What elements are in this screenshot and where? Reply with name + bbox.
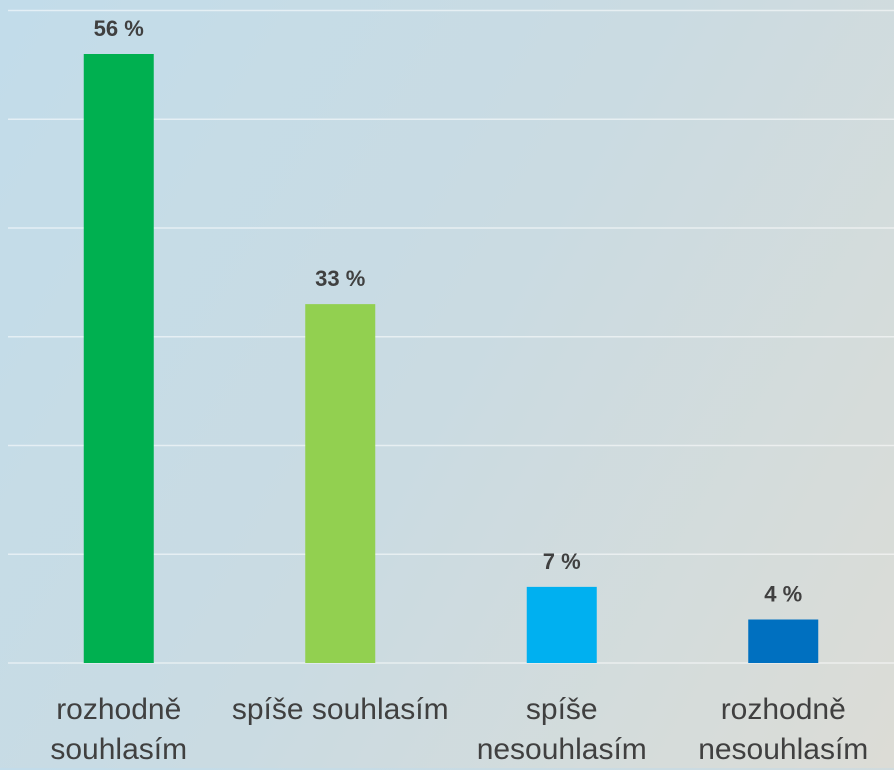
bar [305, 304, 376, 663]
x-tick-label: rozhodně nesouhlasím [698, 693, 869, 766]
bar [748, 619, 819, 663]
value-label: 56 % [94, 16, 144, 41]
value-label: 4 % [764, 582, 802, 607]
bar [526, 586, 597, 663]
x-tick-label: spíše souhlasím [231, 693, 449, 726]
value-label: 7 % [543, 549, 581, 574]
bar [83, 54, 154, 663]
value-label: 33 % [315, 266, 365, 291]
x-tick-label: rozhodně souhlasím [50, 693, 188, 766]
x-tick-label: spíše nesouhlasím [476, 693, 647, 766]
